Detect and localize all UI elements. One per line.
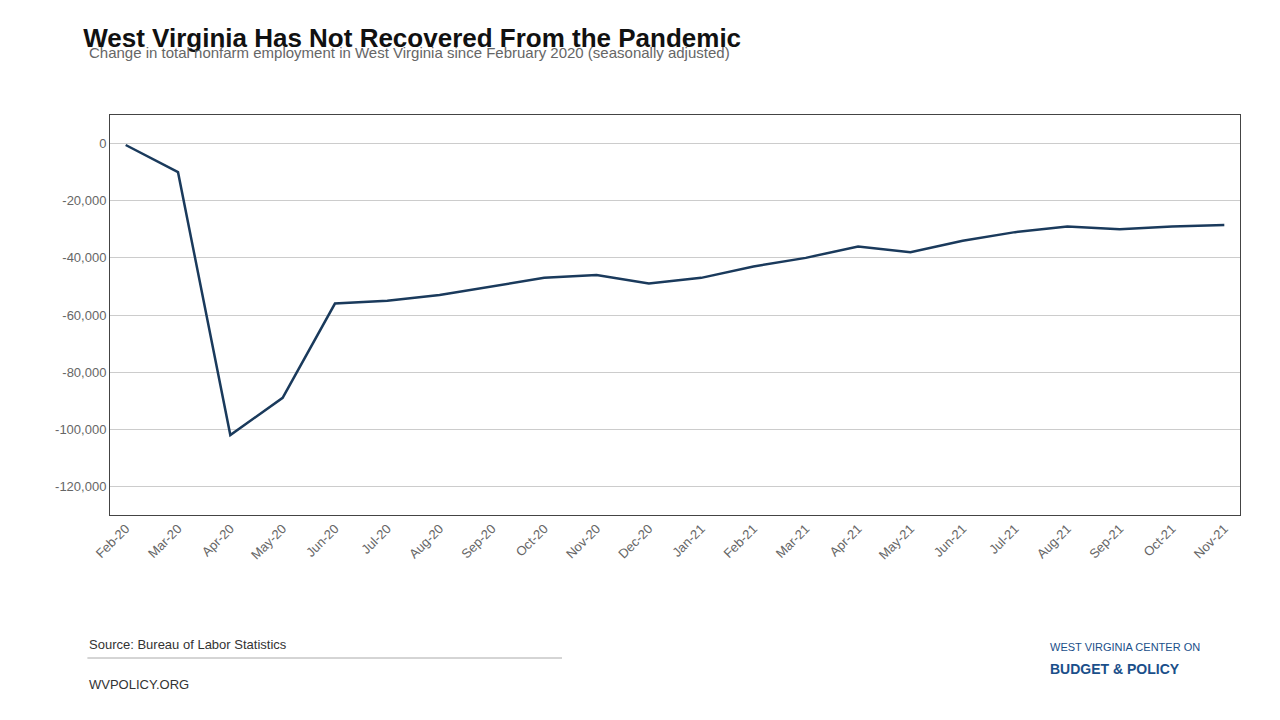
svg-text:Mar-21: Mar-21 [773, 521, 813, 561]
svg-text:Aug-21: Aug-21 [1034, 521, 1074, 561]
svg-text:-20,000: -20,000 [62, 193, 106, 208]
svg-text:BUDGET & POLICY: BUDGET & POLICY [1050, 661, 1180, 677]
svg-text:Sep-20: Sep-20 [458, 521, 498, 561]
svg-text:Sep-21: Sep-21 [1086, 521, 1126, 561]
svg-text:-120,000: -120,000 [55, 479, 106, 494]
svg-text:Jul-21: Jul-21 [986, 521, 1022, 557]
svg-text:Source: Bureau of Labor Statis: Source: Bureau of Labor Statistics [89, 637, 287, 652]
svg-text:Jan-21: Jan-21 [669, 521, 708, 560]
svg-text:WVPOLICY.ORG: WVPOLICY.ORG [89, 677, 189, 692]
svg-text:Change in total nonfarm employ: Change in total nonfarm employment in We… [89, 44, 730, 61]
svg-text:Nov-21: Nov-21 [1191, 521, 1231, 561]
svg-text:Jul-20: Jul-20 [358, 521, 394, 557]
svg-text:Oct-20: Oct-20 [513, 521, 551, 559]
svg-text:Jun-21: Jun-21 [931, 521, 970, 560]
svg-text:-100,000: -100,000 [55, 422, 106, 437]
svg-text:Aug-20: Aug-20 [406, 521, 446, 561]
svg-text:0: 0 [99, 136, 106, 151]
svg-text:West Virginia Has Not Recovere: West Virginia Has Not Recovered From the… [83, 23, 741, 53]
svg-text:-80,000: -80,000 [62, 365, 106, 380]
svg-text:Feb-21: Feb-21 [720, 521, 760, 561]
svg-text:-40,000: -40,000 [62, 250, 106, 265]
svg-text:WEST VIRGINIA CENTER ON: WEST VIRGINIA CENTER ON [1050, 641, 1200, 653]
svg-text:Apr-20: Apr-20 [199, 521, 237, 559]
svg-text:May-21: May-21 [876, 521, 917, 562]
svg-text:Mar-20: Mar-20 [145, 521, 185, 561]
svg-text:-60,000: -60,000 [62, 308, 106, 323]
svg-text:Oct-21: Oct-21 [1141, 521, 1179, 559]
svg-text:Dec-20: Dec-20 [615, 521, 655, 561]
svg-text:Apr-21: Apr-21 [827, 521, 865, 559]
svg-text:May-20: May-20 [248, 521, 289, 562]
svg-text:Feb-20: Feb-20 [93, 521, 133, 561]
svg-text:Jun-20: Jun-20 [303, 521, 342, 560]
svg-text:Nov-20: Nov-20 [563, 521, 603, 561]
